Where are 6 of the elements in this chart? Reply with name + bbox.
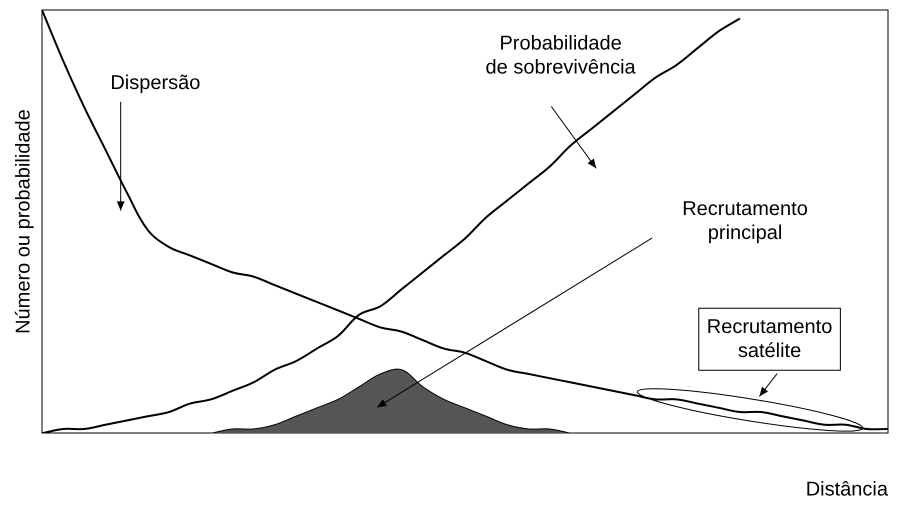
annotation: Recrutamento satélite [706, 316, 832, 362]
x-axis-title: Distância [806, 478, 889, 501]
annotation: Recrutamento principal [682, 198, 808, 244]
annotation: Probabilidade de sobrevivência [486, 32, 637, 79]
annotation: Dispersão [110, 72, 200, 94]
y-axis-title: Número ou probabilidade [12, 109, 35, 334]
